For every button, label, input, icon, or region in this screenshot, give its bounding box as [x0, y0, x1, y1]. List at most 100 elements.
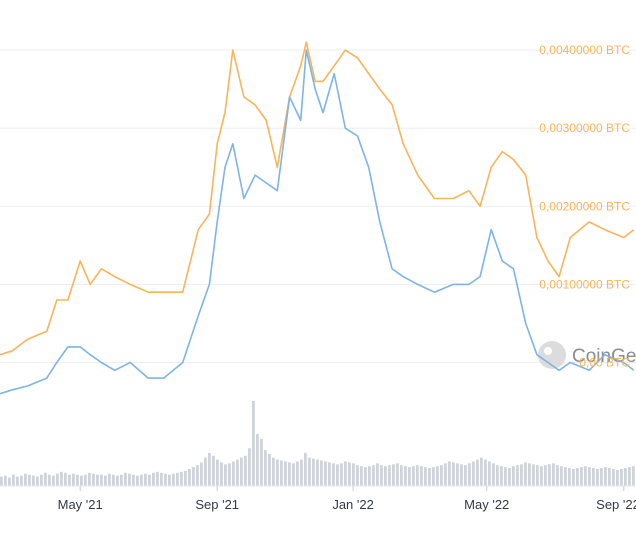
volume-bar	[540, 466, 543, 486]
volume-bar	[28, 474, 31, 486]
volume-bar	[312, 458, 315, 486]
x-tick-label: Sep '22	[596, 497, 636, 512]
volume-bar	[408, 467, 411, 486]
volume-bar	[404, 466, 407, 486]
volume-bar	[164, 473, 167, 486]
volume-bar	[252, 401, 255, 486]
volume-bar	[512, 466, 515, 486]
volume-bar	[260, 438, 263, 486]
volume-bar	[44, 472, 47, 486]
volume-bar	[300, 459, 303, 486]
volume-bar	[136, 475, 139, 486]
volume-bar	[356, 465, 359, 486]
volume-bar	[216, 459, 219, 486]
volume-bar	[92, 473, 95, 486]
volume-bar	[192, 467, 195, 486]
volume-bar	[272, 457, 275, 486]
volume-bar	[372, 465, 375, 486]
volume-bar	[452, 462, 455, 486]
volume-bar	[276, 459, 279, 486]
volume-bar	[4, 475, 7, 486]
volume-bar	[536, 465, 539, 486]
volume-bar	[232, 461, 235, 486]
volume-bar	[296, 461, 299, 486]
right-axis-ticks: 0,00 BTC 0,00100000 BTC 0,00200000 BTC 0,00…	[539, 43, 630, 369]
volume-bar	[240, 457, 243, 486]
volume-bar	[516, 465, 519, 486]
volume-bar	[572, 469, 575, 486]
volume-bar	[520, 464, 523, 486]
volume-bar	[388, 465, 391, 486]
volume-bar	[308, 457, 311, 486]
volume-bar	[604, 467, 607, 486]
coingecko-logo-eye	[544, 347, 552, 355]
volume-bar	[16, 476, 19, 486]
x-tick-label: Jan '22	[332, 497, 374, 512]
y-tick-label: 0,00300000 BTC	[539, 121, 630, 135]
volume-bar	[380, 465, 383, 486]
volume-bar	[484, 459, 487, 486]
volume-bar	[220, 462, 223, 486]
volume-bar	[412, 466, 415, 486]
volume-bar	[624, 468, 627, 486]
y-tick-label: 0,00200000 BTC	[539, 199, 630, 213]
volume-bar	[588, 467, 591, 486]
volume-bar	[576, 468, 579, 486]
volume-bar	[196, 465, 199, 486]
volume-bar	[184, 470, 187, 486]
volume-bar	[52, 475, 55, 486]
volume-bar	[592, 468, 595, 486]
volume-bar	[564, 467, 567, 486]
volume-bar	[32, 475, 35, 486]
volume-bar	[508, 468, 511, 486]
volume-bar	[60, 471, 63, 486]
volume-bar	[36, 476, 39, 486]
volume-bar	[384, 466, 387, 486]
volume-bar	[612, 469, 615, 486]
y-tick-label: 0,00400000 BTC	[539, 43, 630, 57]
volume-bar	[468, 463, 471, 486]
volume-bar	[116, 475, 119, 486]
volume-bar	[88, 472, 91, 486]
volume-bar	[616, 469, 619, 486]
volume-bar	[100, 474, 103, 486]
volume-bar	[324, 461, 327, 486]
grid-lines	[0, 49, 636, 363]
volume-bar	[500, 466, 503, 486]
volume-bar	[292, 463, 295, 486]
volume-bar	[392, 464, 395, 486]
volume-bar	[256, 434, 259, 486]
volume-bar	[532, 464, 535, 486]
x-tick-label: Sep '21	[195, 497, 239, 512]
volume-bar	[20, 475, 23, 486]
volume-bar	[396, 463, 399, 486]
volume-bar	[476, 459, 479, 486]
volume-bar	[628, 467, 631, 486]
volume-bar	[244, 455, 247, 486]
volume-bar	[104, 475, 107, 486]
volume-bar	[528, 463, 531, 486]
volume-bar	[544, 465, 547, 486]
volume-bar	[160, 472, 163, 486]
volume-bar	[492, 463, 495, 486]
volume-bar	[620, 469, 623, 486]
x-axis-ticks: May '21 Sep '21 Jan '22 May '22 Sep '22	[58, 486, 636, 512]
volume-bar	[108, 473, 111, 486]
volume-bar	[144, 473, 147, 486]
volume-bar	[488, 461, 491, 486]
volume-bar	[112, 474, 115, 486]
volume-bar	[608, 468, 611, 486]
volume-bar	[368, 466, 371, 486]
volume-bar	[348, 462, 351, 486]
volume-bar	[428, 468, 431, 486]
volume-bar	[548, 464, 551, 486]
volume-bar	[456, 463, 459, 486]
volume-bar	[56, 473, 59, 486]
volume-bar	[80, 475, 83, 486]
volume-bar	[580, 467, 583, 486]
volume-bar	[344, 461, 347, 486]
volume-bar	[248, 448, 251, 486]
volume-bar	[224, 464, 227, 486]
x-tick-label: May '22	[464, 497, 509, 512]
